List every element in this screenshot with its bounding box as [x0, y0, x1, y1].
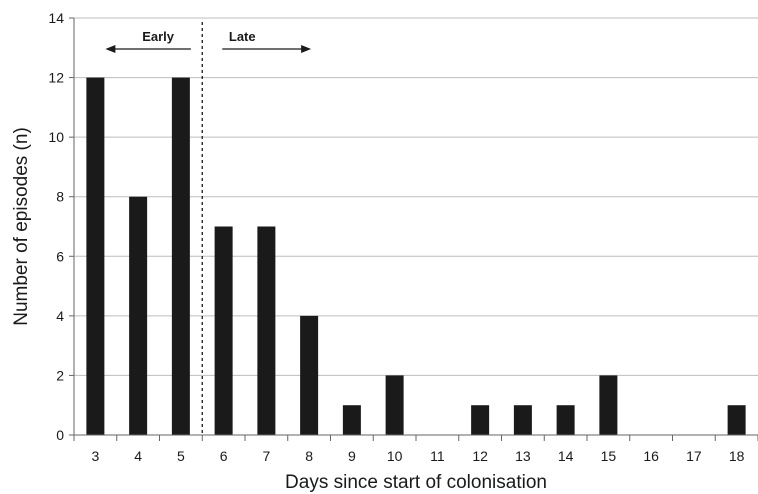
tick-labels: 0 2 4 6 8 10 12 14 3 4 5 6 7 8 9 10 11 12 13 14 15 16 17 18 [48, 10, 744, 464]
y-tick-label: 14 [48, 10, 64, 26]
x-axis-title: Days since start of colonisation [285, 472, 547, 493]
x-tick-label: 13 [515, 448, 531, 464]
bar [471, 405, 490, 435]
y-tick-label: 6 [56, 248, 64, 264]
y-tick-label: 8 [56, 189, 64, 205]
x-tick-label: 14 [558, 448, 574, 464]
y-axis-title: Number of episodes (n) [11, 127, 32, 326]
early-label: Early [142, 29, 175, 44]
late-arrowhead-icon [301, 45, 312, 53]
early-arrowhead-icon [105, 45, 116, 53]
late-label: Late [229, 29, 256, 44]
bar [86, 77, 105, 436]
x-tick-label: 8 [305, 448, 313, 464]
bar [300, 315, 319, 435]
y-tick-label: 4 [56, 308, 64, 324]
x-tick-label: 3 [91, 448, 99, 464]
bar [599, 375, 618, 435]
x-tick-label: 18 [729, 448, 745, 464]
x-tick-label: 12 [472, 448, 488, 464]
bar [257, 226, 276, 435]
x-tick-label: 4 [134, 448, 142, 464]
bar [727, 405, 746, 435]
bar [385, 375, 404, 435]
bar [556, 405, 575, 435]
bar [171, 77, 190, 436]
y-tick-label: 10 [48, 129, 64, 145]
x-tick-label: 9 [348, 448, 356, 464]
bar [129, 196, 148, 435]
x-tick-label: 16 [643, 448, 659, 464]
x-tick-label: 11 [430, 448, 445, 464]
bars [86, 77, 746, 436]
bar [513, 405, 532, 435]
x-tick-label: 6 [220, 448, 228, 464]
bar [214, 226, 233, 435]
y-tick-label: 12 [48, 70, 64, 86]
y-tick-label: 2 [56, 367, 64, 383]
axes [69, 17, 758, 441]
x-tick-label: 17 [686, 448, 702, 464]
x-tick-label: 15 [601, 448, 617, 464]
x-tick-label: 7 [262, 448, 270, 464]
y-tick-label: 0 [56, 427, 64, 443]
annotations: Early Late [105, 22, 312, 435]
x-tick-label: 10 [387, 448, 403, 464]
bar [342, 405, 361, 435]
x-tick-label: 5 [177, 448, 185, 464]
